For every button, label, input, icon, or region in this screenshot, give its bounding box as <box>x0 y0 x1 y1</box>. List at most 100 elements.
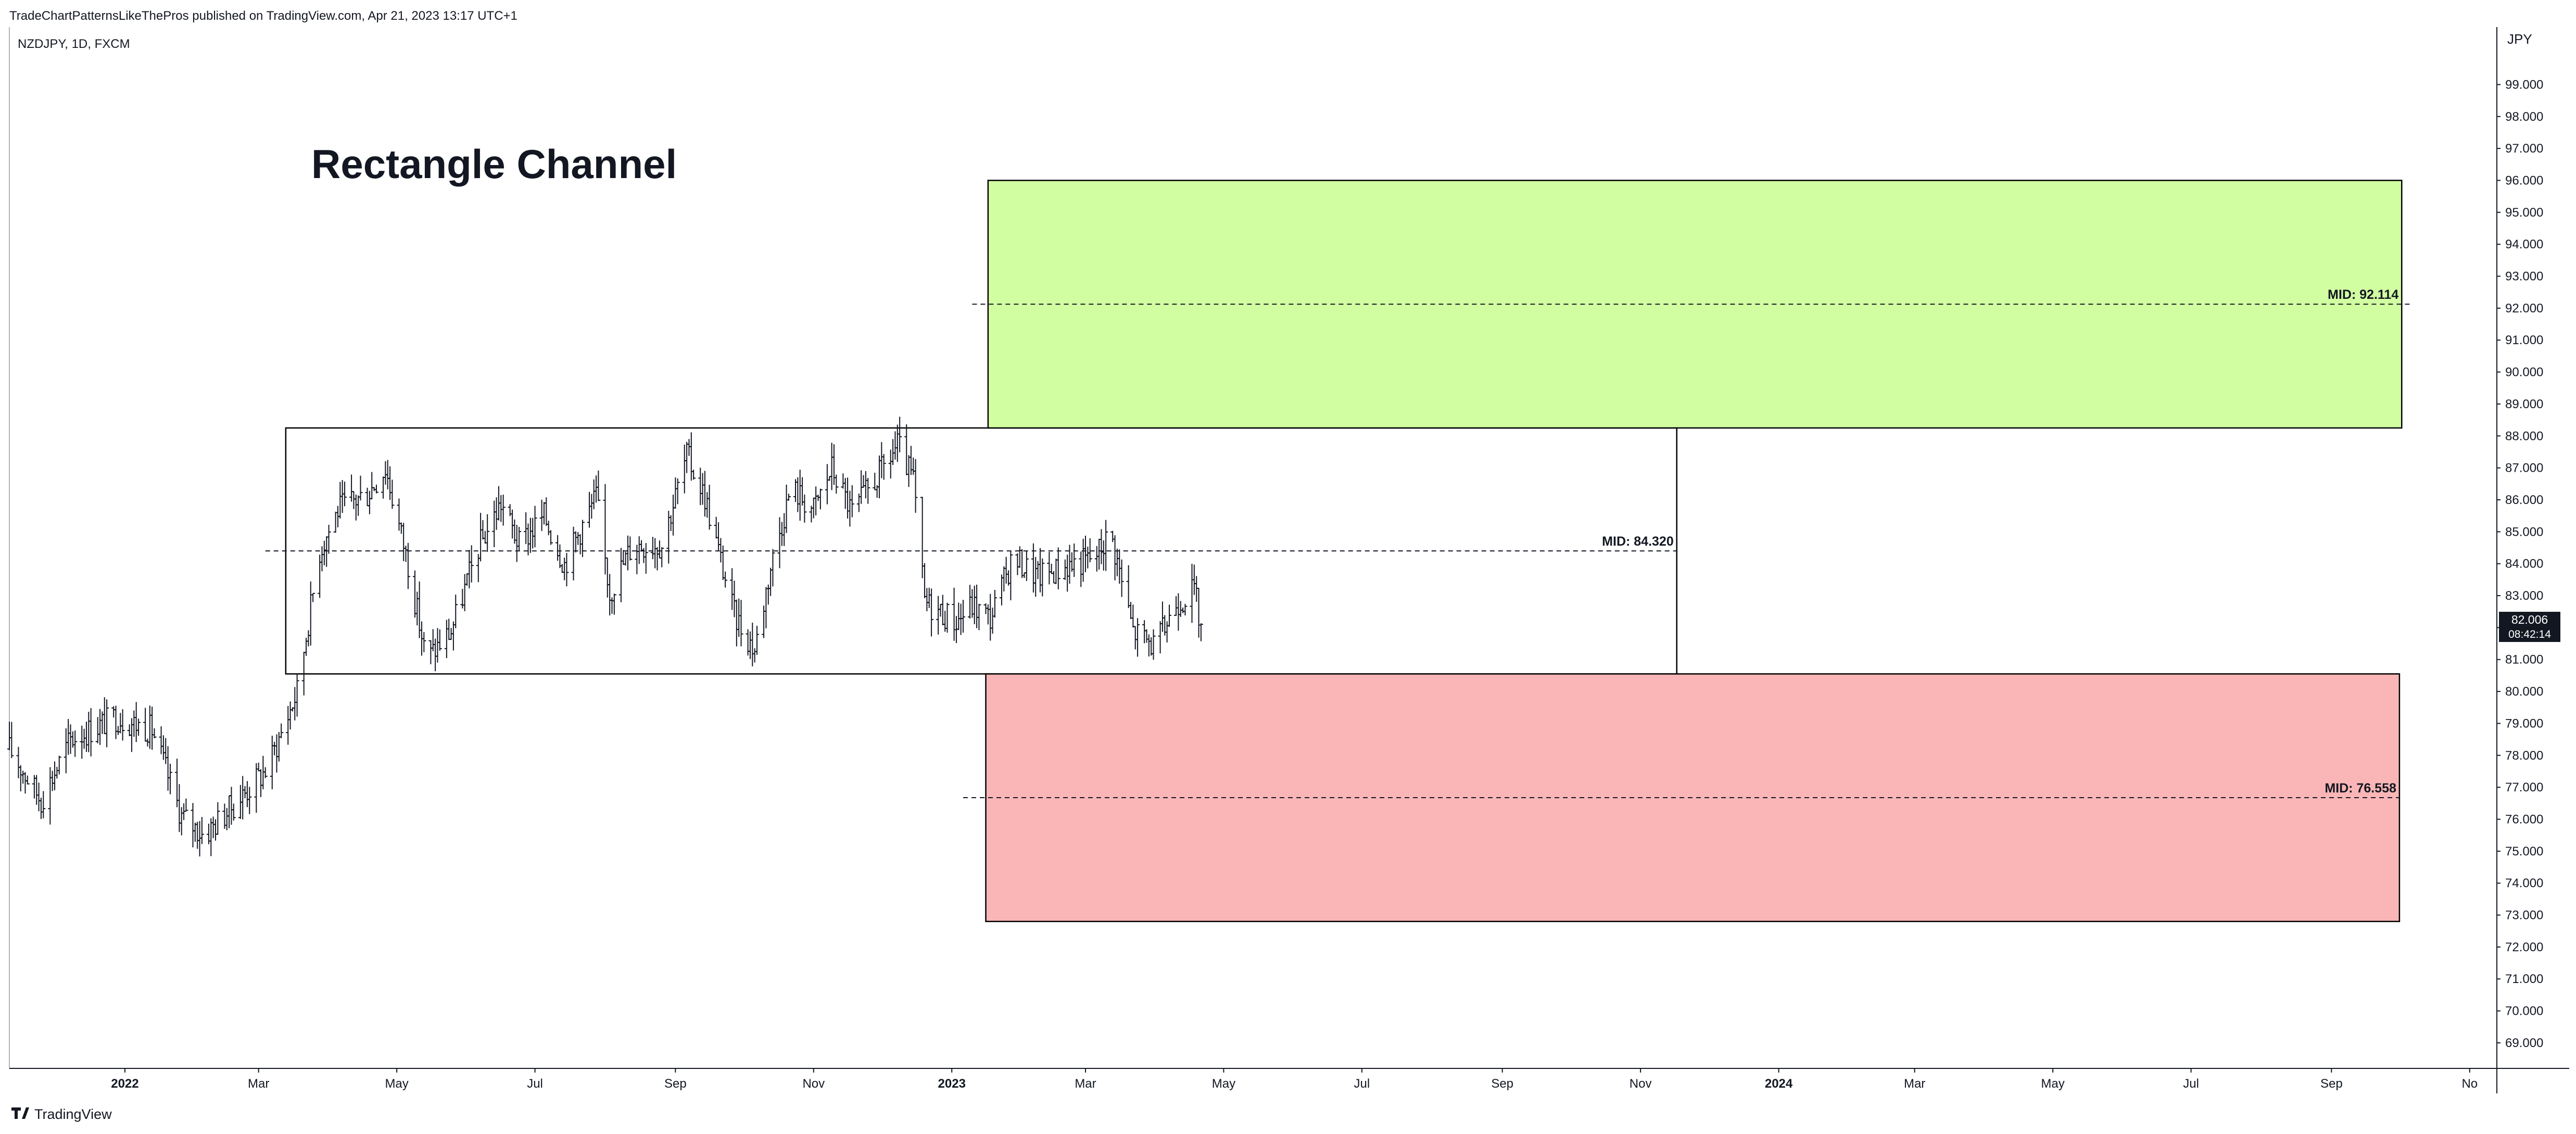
ohlc-bar <box>1083 535 1088 572</box>
ohlc-bar <box>1146 634 1151 657</box>
ohlc-bar <box>193 822 197 842</box>
ohlc-bar <box>1020 549 1025 578</box>
bar-countdown: 08:42:14 <box>2508 628 2551 640</box>
ohlc-bar <box>811 497 816 519</box>
ohlc-bar <box>276 732 281 762</box>
ohlc-bar <box>39 797 43 820</box>
ohlc-bar <box>555 535 560 561</box>
ohlc-bar <box>177 784 182 832</box>
ohlc-bar <box>904 424 909 475</box>
ohlc-bar <box>191 803 195 848</box>
ohlc-bar <box>213 819 218 841</box>
ohlc-bar <box>831 444 836 485</box>
ohlc-bar <box>952 587 956 641</box>
ohlc-bar <box>968 585 973 619</box>
ohlc-bar <box>1149 637 1154 656</box>
ohlc-bar <box>524 512 528 544</box>
ohlc-bar <box>539 499 544 531</box>
ohlc-bar <box>893 431 898 460</box>
time-axis: 2022 Mar May Jul Sep Nov 2023 Mar May Jul Sep Nov 20… <box>111 1068 2478 1091</box>
ohlc-bar <box>1063 559 1067 580</box>
ohlc-bar <box>1033 557 1038 597</box>
ohlc-bar <box>437 629 442 651</box>
ohlc-bar <box>1178 601 1183 617</box>
ohlc-bar <box>925 588 929 612</box>
ohlc-bar <box>129 718 134 752</box>
ohlc-bar <box>768 568 773 596</box>
ohlc-bar <box>159 726 163 754</box>
price-tick-label: 81.000 <box>2505 653 2543 667</box>
ohlc-bar <box>591 479 596 509</box>
ohlc-bar <box>385 460 390 489</box>
ohlc-bar <box>558 544 562 569</box>
ohlc-bar <box>9 722 14 759</box>
ohlc-bar <box>311 593 315 602</box>
ohlc-bar <box>771 549 775 587</box>
ohlc-bar <box>975 584 979 628</box>
ohlc-bar <box>306 630 311 647</box>
ohlc-bar <box>34 775 39 805</box>
ohlc-bar <box>318 555 322 598</box>
last-price-value: 82.006 <box>2511 613 2548 626</box>
ohlc-bar <box>628 536 633 561</box>
price-tick-label: 86.000 <box>2505 493 2543 507</box>
ohlc-bar <box>231 803 236 821</box>
time-tick-label: May <box>385 1077 408 1091</box>
ohlc-bar <box>1192 564 1196 595</box>
ohlc-bar <box>358 475 363 501</box>
ohlc-bar <box>580 520 585 557</box>
ohlc-bar <box>705 492 710 518</box>
time-tick-label: Jul <box>1354 1077 1370 1091</box>
ohlc-bar <box>98 709 103 745</box>
price-tick-label: 94.000 <box>2505 237 2543 251</box>
ohlc-bar <box>1099 529 1104 564</box>
ohlc-bar <box>1181 607 1185 613</box>
ohlc-bar <box>1104 520 1108 571</box>
ohlc-bar <box>259 769 263 797</box>
ohlc-bar <box>1040 558 1045 597</box>
ohlc-bar <box>560 564 564 573</box>
ohlc-bar <box>673 477 678 509</box>
ohlc-bar <box>895 424 900 462</box>
price-tick-label: 69.000 <box>2505 1036 2543 1050</box>
ohlc-bar <box>469 545 474 583</box>
ohlc-bar <box>1196 587 1201 638</box>
ohlc-bar <box>184 798 188 812</box>
ohlc-bar <box>152 728 157 739</box>
ohlc-bar <box>397 498 401 531</box>
ohlc-bar <box>1119 559 1124 597</box>
ohlc-bar <box>1081 538 1085 582</box>
ohlc-bar <box>494 497 499 530</box>
price-tick-label: 89.000 <box>2505 397 2543 411</box>
ohlc-bar <box>1094 546 1099 572</box>
ohlc-bar <box>1047 551 1052 585</box>
ohlc-bar <box>1110 531 1115 543</box>
ohlc-bar <box>517 526 522 551</box>
ohlc-bar <box>367 490 372 514</box>
ohlc-bar <box>786 494 791 501</box>
ohlc-bar <box>1151 629 1156 660</box>
ohlc-bar <box>777 517 782 569</box>
ohlc-bar <box>682 444 687 494</box>
ohlc-bar <box>510 509 515 539</box>
ohlc-bar <box>21 771 26 784</box>
ohlc-bar <box>608 574 612 616</box>
ohlc-bar <box>245 781 249 808</box>
ohlc-bar <box>879 442 884 478</box>
ohlc-bar <box>863 471 868 499</box>
ohlc-bar <box>136 719 141 736</box>
ohlc-bar <box>465 573 470 586</box>
tradingview-logo: TradingView <box>11 1106 112 1122</box>
publisher-info: TradeChartPatternsLikeThePros published … <box>9 9 517 23</box>
ohlc-bar <box>147 705 152 749</box>
ohlc-bar <box>571 526 576 581</box>
ohlc-bar <box>293 687 297 721</box>
ohlc-bar <box>118 713 123 734</box>
ohlc-bar <box>923 563 927 598</box>
ohlc-bar <box>734 599 739 647</box>
ohlc-bar <box>453 594 458 628</box>
price-tick-label: 83.000 <box>2505 589 2543 603</box>
ohlc-bar <box>666 511 671 564</box>
ohlc-bar <box>338 482 343 519</box>
